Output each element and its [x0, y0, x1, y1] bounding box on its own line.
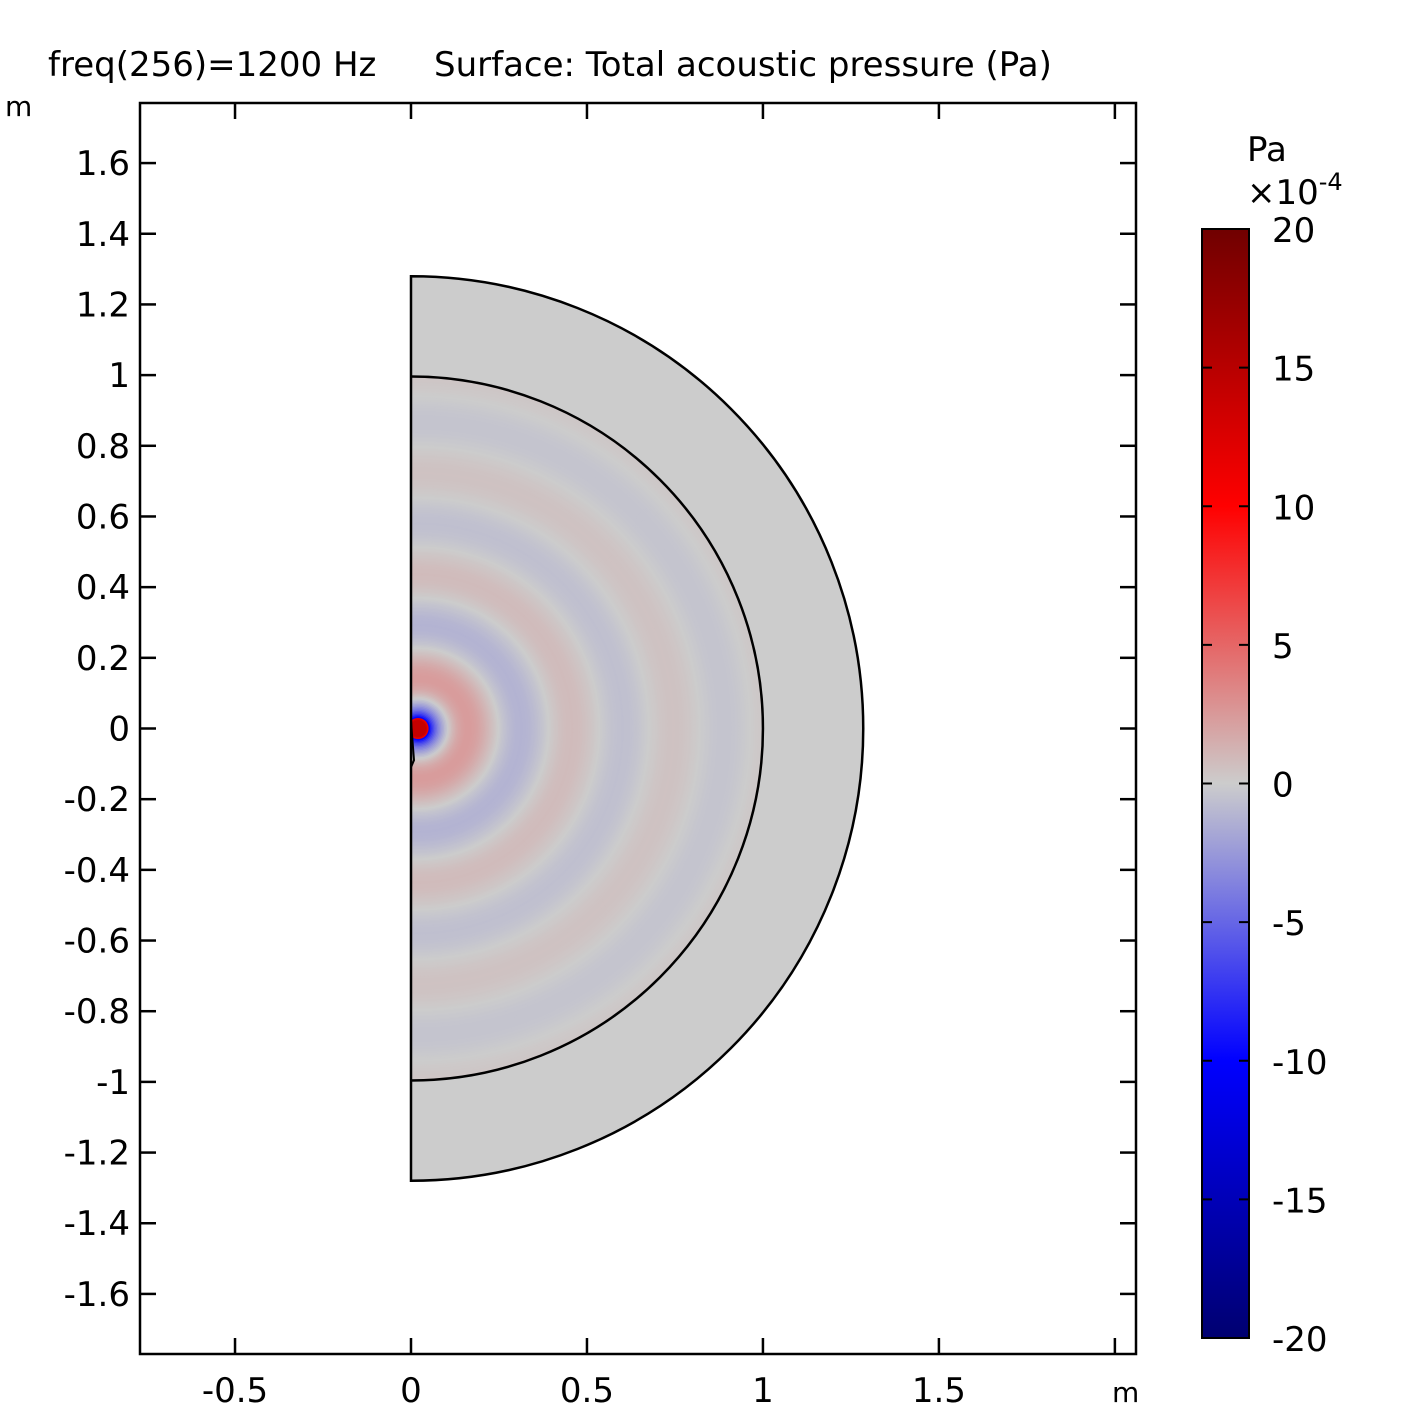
- source-boundary: [409, 721, 416, 768]
- pml-outer-boundary: [409, 275, 865, 1183]
- x-unit-label: m: [1112, 1376, 1139, 1409]
- colorbar-tick-label: 5: [1272, 627, 1294, 667]
- y-tick-label: 1.4: [76, 215, 130, 255]
- y-tick-label: -1.2: [64, 1134, 130, 1174]
- pressure-field: [410, 276, 864, 1181]
- colorbar-tick-label: -20: [1272, 1320, 1328, 1360]
- colorbar-tick-label: 0: [1272, 766, 1294, 806]
- x-tick-label: 1: [752, 1371, 774, 1411]
- y-tick-label: 0.4: [76, 568, 130, 608]
- geometry-boundaries: [409, 275, 865, 1183]
- colorbar-multiplier: ×10-4: [1247, 168, 1343, 213]
- x-tick-label: 0: [400, 1371, 422, 1411]
- y-tick-label: -0.6: [64, 922, 130, 962]
- x-tick-label: 1.5: [912, 1371, 966, 1411]
- y-tick-label: -0.8: [64, 992, 130, 1032]
- y-tick-label: 0.2: [76, 639, 130, 679]
- colorbar-unit-label: Pa: [1247, 130, 1287, 170]
- source-hotspot: [410, 720, 426, 737]
- y-tick-label: 0.8: [76, 427, 130, 467]
- x-tick-label: 0.5: [560, 1371, 614, 1411]
- y-tick-label: 1: [108, 356, 130, 396]
- y-tick-label: 1.6: [76, 144, 130, 184]
- y-tick-label: -1.4: [64, 1204, 130, 1244]
- y-tick-label: 0: [108, 710, 130, 750]
- x-axis-ticks: -0.5 0 0.5 1 1.5: [202, 103, 1117, 1411]
- colorbar-tick-label: -10: [1272, 1043, 1328, 1083]
- colorbar-tick-label: 10: [1272, 488, 1315, 528]
- y-tick-label: 0.6: [76, 497, 130, 537]
- y-tick-label: -1: [96, 1063, 130, 1103]
- colorbar: Pa ×10-4 20 15 10 5 0 -5 -10 -15 -20: [1201, 130, 1343, 1360]
- x-tick-label: -0.5: [202, 1371, 268, 1411]
- y-tick-label: -0.2: [64, 780, 130, 820]
- y-unit-label: m: [5, 90, 32, 123]
- y-tick-label: -0.4: [64, 851, 130, 891]
- colorbar-tick-label: -5: [1272, 904, 1306, 944]
- y-tick-label: 1.2: [76, 285, 130, 325]
- chart-title-parameter: freq(256)=1200 Hz: [48, 45, 376, 85]
- colorbar-tick-label: -15: [1272, 1181, 1328, 1221]
- colorbar-tick-label: 15: [1272, 350, 1315, 390]
- chart-title-expression: Surface: Total acoustic pressure (Pa): [434, 45, 1052, 85]
- colorbar-tick-label: 20: [1272, 211, 1315, 251]
- y-axis-ticks: 1.6 1.4 1.2 1 0.8 0.6 0.4 0.2 0 -0.2 -0.4 -0.6 -0.8 -…: [64, 144, 1136, 1315]
- colorbar-ticks: 20 15 10 5 0 -5 -10 -15 -20: [1202, 211, 1328, 1360]
- y-tick-label: -1.6: [64, 1275, 130, 1315]
